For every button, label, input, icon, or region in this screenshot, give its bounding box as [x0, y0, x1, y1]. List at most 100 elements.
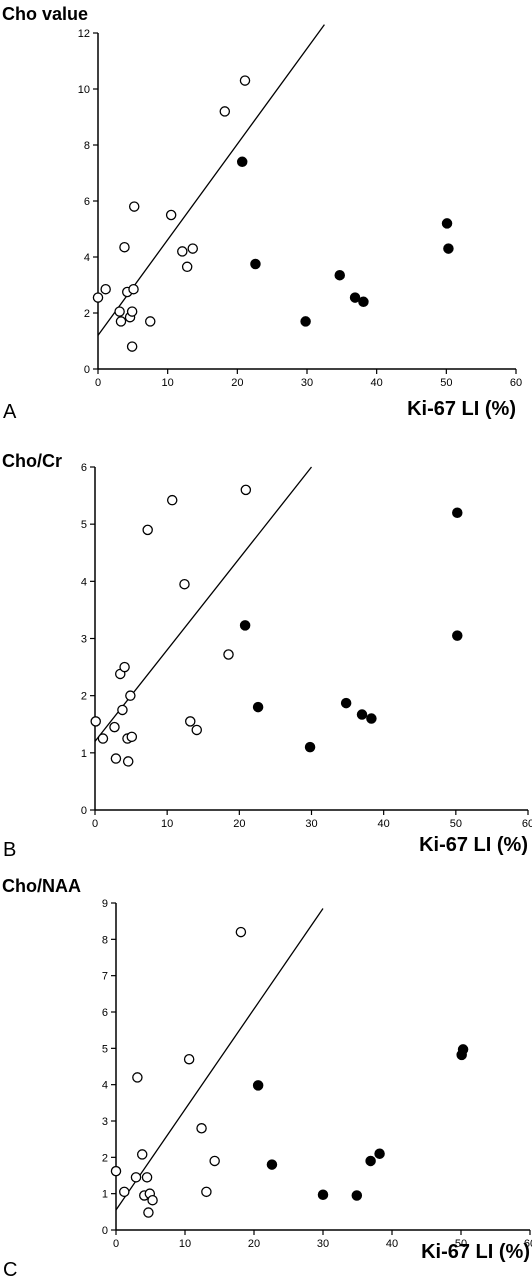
panel-c-x-tick-label: 60	[524, 1238, 532, 1250]
panel-c-filled-point	[266, 1159, 278, 1170]
panel-a-open-point	[181, 261, 193, 273]
panel-b-x-tick-label: 60	[522, 818, 532, 830]
panel-a-filled-point	[443, 243, 454, 254]
panel-c-open-point	[183, 1053, 195, 1065]
panel-a-y-tick-label: 2	[84, 308, 90, 320]
panel-c-open-point	[130, 1172, 142, 1183]
panel-b-open-point	[223, 649, 234, 660]
panel-b-filled-point	[452, 630, 463, 641]
panel-c-open-point	[143, 1207, 154, 1218]
panel-b-y-tick-label: 4	[81, 576, 87, 588]
panel-b-open-point	[110, 753, 122, 764]
panel-c-x-tick-label: 30	[317, 1238, 329, 1250]
panel-a-x-tick-label: 50	[440, 377, 452, 389]
panel-c: Cho/NAA Ki-67 LI (%) C	[2, 876, 530, 1280]
panel-c-open-point	[136, 1149, 148, 1160]
panel-c-open-point	[201, 1186, 212, 1198]
panel-a-y-tick-label: 0	[84, 364, 90, 376]
panel-b: Cho/Cr Ki-67 LI (%) B	[2, 451, 528, 861]
panel-c-y-tick-label: 5	[102, 1043, 108, 1055]
panel-c-x-axis-label: Ki-67 LI (%)	[421, 1241, 530, 1263]
panel-a-filled-point	[441, 218, 453, 229]
panel-a-open-point	[115, 316, 127, 327]
panel-b-filled-point	[356, 709, 368, 720]
panel-a-open-point	[165, 209, 177, 221]
panel-b-y-axis-label: Cho/Cr	[2, 451, 62, 471]
panel-b-y-tick-label: 2	[81, 691, 87, 703]
panel-b-open-point	[122, 756, 134, 767]
panel-a-y-tick-label: 4	[84, 252, 90, 264]
panel-a-open-point	[128, 201, 140, 212]
panel-b-plot: 0 10 20 30 40 50 60 0 1 2 3 4 5 6	[81, 462, 532, 830]
panel-a-x-tick-label: 20	[231, 377, 243, 389]
panel-b-open-point	[119, 661, 130, 673]
panel-a-filled-point	[236, 156, 248, 168]
panel-a-open-point	[187, 243, 198, 254]
panel-b-y-tick-label: 6	[81, 462, 87, 474]
panel-a-filled-point	[250, 258, 261, 270]
panel-c-open-point	[132, 1072, 143, 1083]
panel-c-y-tick-label: 8	[102, 934, 108, 946]
panel-b-y-tick-label: 0	[81, 805, 87, 817]
panel-b-open-point	[166, 494, 178, 506]
panel-b-y-tick-label: 1	[81, 748, 87, 760]
panel-a-open-point	[144, 316, 156, 327]
panel-b-x-tick-label: 10	[161, 818, 173, 830]
panel-a-open-point	[119, 241, 130, 253]
panel-b-regression-line	[94, 466, 313, 742]
panel-c-x-tick-label: 0	[113, 1238, 119, 1250]
panel-c-open-point	[209, 1155, 220, 1167]
panel-a-x-tick-label: 30	[301, 377, 313, 389]
panel-c-filled-point	[374, 1148, 385, 1159]
panel-b-open-point	[109, 721, 120, 733]
panel-b-filled-point	[252, 701, 264, 713]
panel-a-filled-point	[358, 296, 369, 308]
panel-b-x-tick-label: 0	[92, 818, 98, 830]
panel-a-letter: A	[3, 401, 17, 423]
panel-a-open-point	[100, 283, 111, 295]
panel-c-open-point	[196, 1123, 207, 1134]
panel-c-x-tick-label: 40	[386, 1238, 398, 1250]
panel-c-y-tick-label: 4	[102, 1080, 108, 1092]
panel-b-open-point	[185, 716, 196, 727]
panel-b-open-point	[126, 731, 138, 743]
panel-b-open-point	[179, 578, 190, 590]
panel-a-open-point	[126, 341, 138, 352]
panel-a-open-point	[128, 283, 139, 295]
panel-a-open-point	[239, 75, 251, 86]
panel-c-y-tick-label: 7	[102, 971, 108, 983]
panel-c-y-tick-label: 3	[102, 1116, 108, 1128]
panel-b-x-tick-label: 30	[305, 818, 317, 830]
panel-b-filled-point	[340, 697, 352, 709]
panel-a-y-tick-label: 12	[78, 28, 90, 40]
panel-a-y-axis-label: Cho value	[2, 4, 88, 24]
panel-c-open-point	[110, 1165, 122, 1177]
panel-c-open-point	[141, 1172, 153, 1183]
panel-c-open-point	[235, 926, 247, 938]
panel-a-filled-point	[334, 269, 345, 281]
panel-c-filled-point	[457, 1044, 469, 1055]
panel-b-x-tick-label: 40	[378, 818, 390, 830]
panel-c-y-axis-label: Cho/NAA	[2, 876, 81, 896]
panel-a-x-tick-label: 10	[162, 377, 174, 389]
panel-b-filled-point	[239, 620, 251, 631]
panel-c-filled-point	[317, 1189, 329, 1201]
panel-b-letter: B	[3, 839, 16, 861]
panel-c-y-tick-label: 6	[102, 1007, 108, 1019]
panel-c-filled-point	[365, 1155, 376, 1167]
panel-c-y-tick-label: 0	[102, 1225, 108, 1237]
panel-b-open-point	[117, 704, 128, 716]
panel-a: Cho value Ki-67 LI (%) A	[2, 4, 516, 423]
panel-b-x-axis-label: Ki-67 LI (%)	[419, 834, 528, 856]
panel-a-filled-point	[300, 316, 311, 327]
panel-a-open-point	[126, 306, 138, 317]
panel-a-open-point	[92, 292, 104, 303]
panel-a-open-point	[219, 106, 231, 117]
panel-a-x-tick-label: 0	[95, 377, 101, 389]
panel-b-open-point	[240, 484, 252, 496]
panel-b-x-tick-label: 20	[233, 818, 245, 830]
panel-c-x-tick-label: 10	[179, 1238, 191, 1250]
panel-c-y-tick-label: 2	[102, 1152, 108, 1164]
panel-a-y-tick-label: 6	[84, 196, 90, 208]
